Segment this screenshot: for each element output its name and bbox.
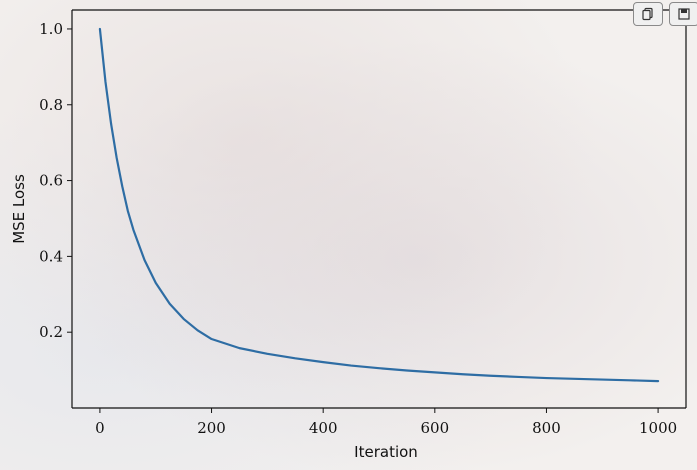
copy-icon (642, 7, 653, 21)
y-tick-label: 0.4 (39, 247, 63, 265)
axes: 0 200 400 600 800 1000 0.2 0.4 0.6 0.8 1.0 (39, 9, 687, 437)
x-tick-label: 0 (95, 419, 105, 437)
y-axis-title: MSE Loss (10, 174, 28, 244)
x-tick-label: 1000 (639, 419, 677, 437)
series-line-0 (98, 27, 660, 383)
y-tick-label: 0.6 (39, 172, 63, 190)
y-tick-label: 0.8 (39, 96, 63, 114)
x-tick-label: 200 (197, 419, 226, 437)
figure-toolbar (633, 2, 697, 26)
x-tick-label: 600 (420, 419, 449, 437)
y-tick-label: 0.2 (39, 323, 63, 341)
x-tick-label: 400 (309, 419, 338, 437)
y-tick-label: 1.0 (39, 20, 63, 38)
x-axis-title: Iteration (354, 443, 418, 461)
x-tick-label: 800 (532, 419, 561, 437)
save-button[interactable] (669, 2, 697, 26)
copy-button[interactable] (633, 2, 663, 26)
save-icon (678, 8, 690, 20)
